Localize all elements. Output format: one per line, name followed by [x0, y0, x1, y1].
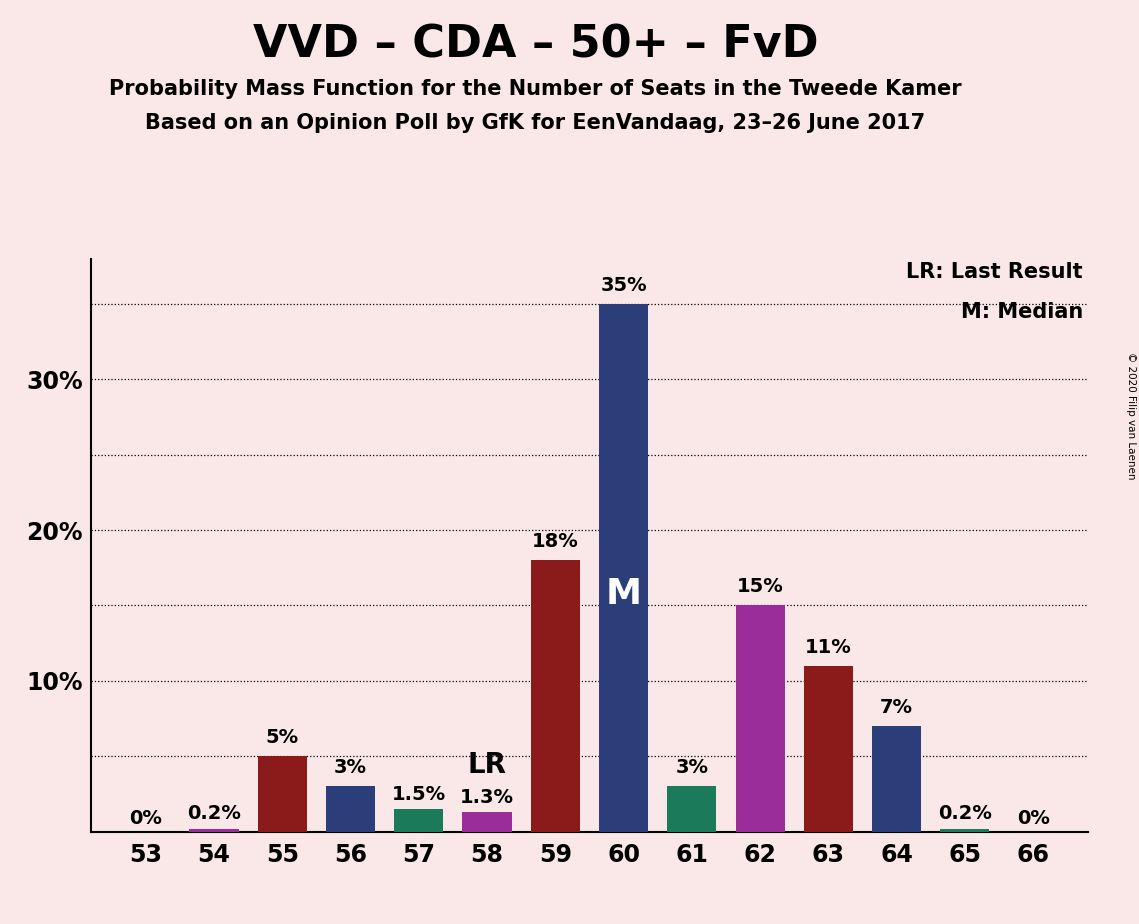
Text: 35%: 35% — [600, 276, 647, 295]
Bar — [189, 829, 238, 832]
Text: 0%: 0% — [130, 808, 162, 828]
Text: 15%: 15% — [737, 578, 784, 596]
Text: LR: Last Result: LR: Last Result — [907, 261, 1083, 282]
Bar — [941, 829, 990, 832]
Text: 1.5%: 1.5% — [392, 784, 445, 804]
Bar — [462, 812, 511, 832]
Text: Probability Mass Function for the Number of Seats in the Tweede Kamer: Probability Mass Function for the Number… — [109, 79, 961, 99]
Bar — [872, 726, 921, 832]
Text: 1.3%: 1.3% — [460, 788, 514, 807]
Text: Based on an Opinion Poll by GfK for EenVandaag, 23–26 June 2017: Based on an Opinion Poll by GfK for EenV… — [146, 113, 925, 133]
Text: © 2020 Filip van Laenen: © 2020 Filip van Laenen — [1126, 352, 1136, 480]
Bar — [257, 756, 306, 832]
Bar — [394, 809, 443, 832]
Text: 0.2%: 0.2% — [937, 804, 992, 823]
Text: 7%: 7% — [880, 698, 913, 717]
Bar — [531, 560, 580, 832]
Text: VVD – CDA – 50+ – FvD: VVD – CDA – 50+ – FvD — [253, 23, 818, 67]
Bar — [326, 786, 375, 832]
Text: 0%: 0% — [1017, 808, 1049, 828]
Text: 5%: 5% — [265, 728, 298, 748]
Text: 0.2%: 0.2% — [187, 804, 241, 823]
Text: M: M — [606, 578, 641, 611]
Text: M: Median: M: Median — [960, 301, 1083, 322]
Bar — [667, 786, 716, 832]
Text: 11%: 11% — [805, 638, 852, 657]
Bar — [804, 666, 853, 832]
Text: LR: LR — [467, 751, 507, 779]
Bar — [736, 605, 785, 832]
Text: 3%: 3% — [334, 759, 367, 777]
Text: 3%: 3% — [675, 759, 708, 777]
Bar — [599, 304, 648, 832]
Text: 18%: 18% — [532, 532, 579, 552]
